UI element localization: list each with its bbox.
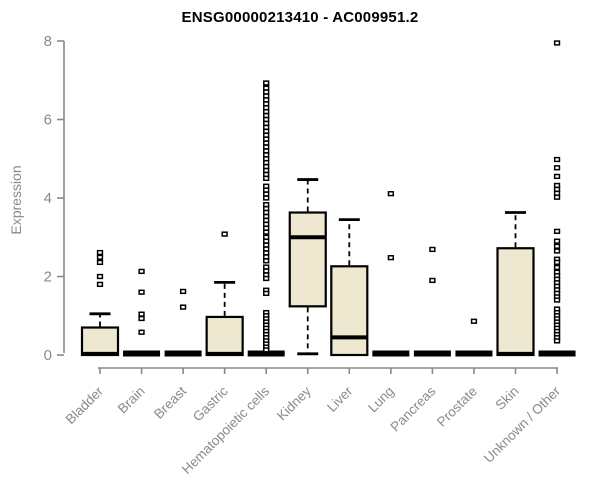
y-tick-label: 6 xyxy=(44,112,52,129)
outlier-point-unknown-other xyxy=(553,297,561,303)
x-tick-label: Unknown / Other xyxy=(481,383,564,466)
outlier-point-hematopoietic-cells xyxy=(263,347,270,353)
outlier-point-bladder xyxy=(96,259,104,266)
outlier-point-prostate xyxy=(470,318,478,324)
outlier-point-brain xyxy=(138,289,145,295)
outlier-point-unknown-other xyxy=(553,243,561,249)
box-collapsed-unknown-other xyxy=(538,350,576,357)
box-skin xyxy=(496,247,535,357)
outlier-point-hematopoietic-cells xyxy=(263,80,270,86)
y-tick-label: 4 xyxy=(44,190,52,207)
y-tick-label: 8 xyxy=(44,33,52,50)
box-collapsed-lung xyxy=(372,350,410,357)
outlier-point-hematopoietic-cells xyxy=(263,175,270,182)
outlier-point-gastric xyxy=(221,231,228,237)
x-tick-label: Pancreas xyxy=(388,383,439,434)
outlier-point-brain xyxy=(138,329,145,335)
outlier-point-brain xyxy=(138,268,145,275)
outlier-point-hematopoietic-cells xyxy=(263,229,270,235)
box-liver xyxy=(330,265,369,357)
x-tick-label: Gastric xyxy=(190,383,231,424)
box-collapsed-brain xyxy=(123,350,161,357)
outlier-point-bladder xyxy=(96,273,104,280)
outlier-point-hematopoietic-cells xyxy=(263,290,270,297)
chart-title: ENSG00000213410 - AC009951.2 xyxy=(181,9,419,26)
x-tick-label: Bladder xyxy=(63,383,107,427)
outlier-point-unknown-other xyxy=(553,238,561,244)
outlier-point-lung xyxy=(387,191,395,197)
y-tick-label: 2 xyxy=(44,269,52,286)
outlier-point-bladder xyxy=(96,249,104,256)
y-axis-label: Expression xyxy=(8,165,24,235)
outlier-point-bladder xyxy=(96,254,104,260)
outlier-point-unknown-other xyxy=(553,40,561,46)
outlier-point-hematopoietic-cells xyxy=(263,258,270,264)
x-tick-label: Liver xyxy=(324,383,356,415)
outlier-point-unknown-other xyxy=(553,194,561,200)
x-tick-label: Brain xyxy=(115,384,148,417)
outlier-point-breast xyxy=(179,288,187,295)
box-collapsed-prostate xyxy=(455,350,493,357)
outlier-point-lung xyxy=(387,255,395,261)
outlier-point-bladder xyxy=(96,281,104,288)
x-tick-label: Skin xyxy=(492,384,521,413)
outlier-point-unknown-other xyxy=(553,165,561,171)
box-collapsed-breast xyxy=(164,350,202,357)
outlier-point-brain xyxy=(138,315,145,322)
outlier-point-unknown-other xyxy=(553,248,561,254)
box-collapsed-hematopoietic-cells xyxy=(247,350,285,357)
outlier-point-unknown-other xyxy=(553,264,561,271)
outlier-point-pancreas xyxy=(429,246,436,253)
box-kidney xyxy=(288,211,327,308)
box-collapsed-pancreas xyxy=(413,350,451,357)
box-bladder xyxy=(80,326,120,357)
outlier-point-unknown-other xyxy=(553,156,561,163)
outlier-point-unknown-other xyxy=(553,173,561,180)
x-tick-label: Kidney xyxy=(274,383,314,423)
outlier-point-unknown-other xyxy=(553,259,561,266)
outlier-point-hematopoietic-cells xyxy=(263,275,270,282)
outlier-point-unknown-other xyxy=(553,228,561,235)
outlier-point-hematopoietic-cells xyxy=(263,195,270,201)
outlier-point-unknown-other xyxy=(553,338,561,344)
box-gastric xyxy=(205,315,244,357)
x-tick-label: Prostate xyxy=(434,384,480,430)
outlier-point-breast xyxy=(179,304,187,310)
x-tick-label: Lung xyxy=(365,384,397,416)
x-tick-label: Breast xyxy=(151,383,189,421)
y-tick-label: 0 xyxy=(44,347,52,364)
outlier-point-pancreas xyxy=(429,277,436,284)
outlier-point-brain xyxy=(138,311,145,317)
